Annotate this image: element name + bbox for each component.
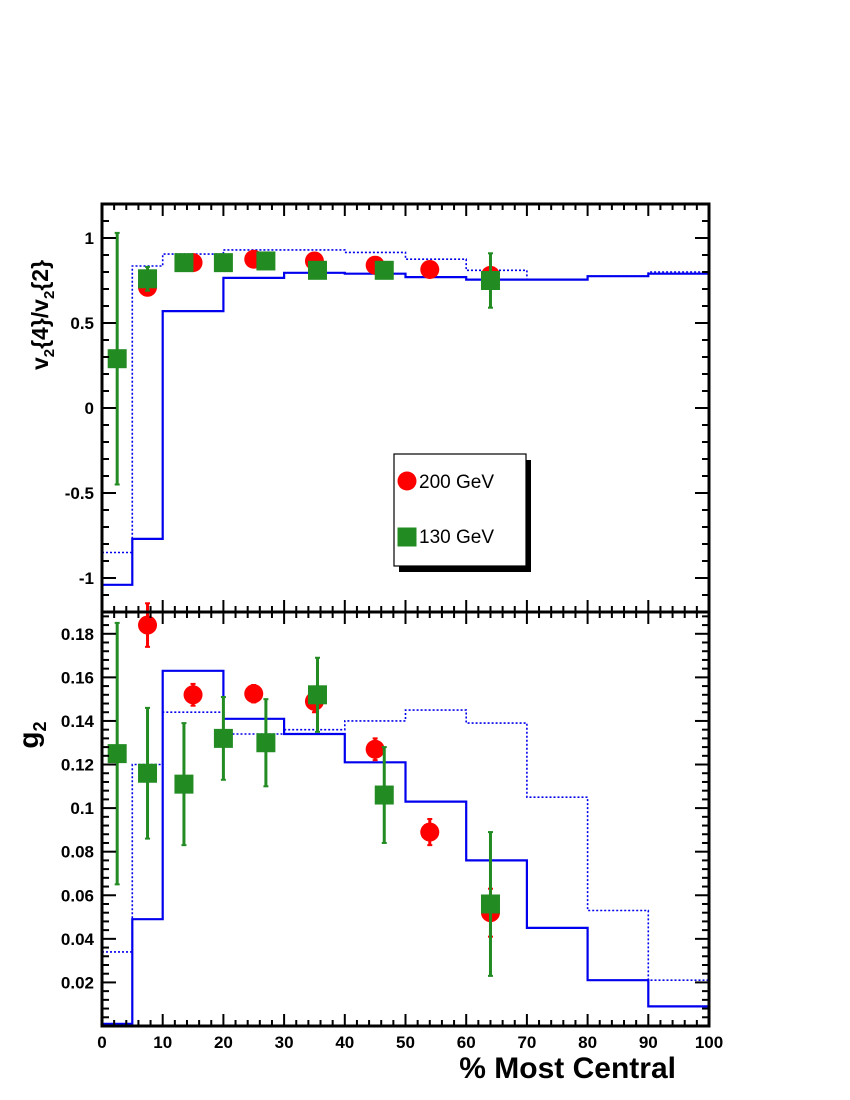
bottom-y-tick-label: 0.14 xyxy=(61,712,95,731)
x-tick-label: 80 xyxy=(578,1033,597,1052)
bottom-y-tick-label: 0.12 xyxy=(61,756,94,775)
top-point-130gev xyxy=(480,271,500,290)
x-tick-label: 100 xyxy=(695,1033,723,1052)
top-y-tick-label: -1 xyxy=(79,569,94,588)
bottom-point-130gev xyxy=(307,685,327,705)
top-point-130gev xyxy=(256,251,276,271)
bottom-point-130gev xyxy=(256,733,276,753)
bottom-y-tick-label: 0.18 xyxy=(61,625,94,644)
x-tick-label: 90 xyxy=(639,1033,658,1052)
top-y-tick-label: 0 xyxy=(85,399,94,418)
bottom-point-200gev xyxy=(244,684,264,704)
bottom-y-tick-label: 0.06 xyxy=(61,886,94,905)
top-model-curve-dotted xyxy=(102,249,709,554)
bottom-y-tick-label: 0.02 xyxy=(61,973,94,992)
top-point-130gev xyxy=(174,253,194,273)
bottom-point-200gev xyxy=(138,615,158,635)
bottom-y-tick-label: 0.1 xyxy=(70,799,94,818)
bottom-model-curve-solid xyxy=(102,669,709,1025)
bottom-model-curve-dotted xyxy=(102,709,709,981)
x-tick-label: 50 xyxy=(396,1033,415,1052)
bottom-y-tick-label: 0.16 xyxy=(61,668,94,687)
legend-box xyxy=(393,453,527,567)
top-point-200gev xyxy=(420,259,440,279)
top-y-axis-label: v2{4}/v2{2} xyxy=(27,260,58,370)
bottom-panel: 0.02 0.04 0.06 0.08 0.1 0.12 0.14 0.16 0.18 0 10 20… xyxy=(61,602,723,1052)
bottom-point-200gev xyxy=(365,739,385,759)
top-panel: -1 -0.5 0 0.5 1 xyxy=(65,202,711,614)
bottom-point-130gev xyxy=(138,763,158,783)
bottom-frame xyxy=(100,610,711,1028)
bottom-point-130gev xyxy=(213,728,233,748)
bottom-point-200gev xyxy=(183,685,203,705)
x-axis-label: % Most Central xyxy=(459,1052,676,1085)
legend-label-200gev: 200 GeV xyxy=(419,472,494,493)
bottom-point-130gev xyxy=(174,774,194,794)
x-tick-label: 0 xyxy=(97,1033,106,1052)
top-point-130gev xyxy=(138,269,158,289)
bottom-y-axis-label: g2 xyxy=(13,721,50,748)
top-point-130gev xyxy=(107,349,127,369)
bottom-point-200gev xyxy=(420,822,440,842)
bottom-point-130gev xyxy=(107,744,127,764)
legend-label-130gev: 130 GeV xyxy=(419,527,494,548)
bottom-y-tick-label: 0.04 xyxy=(61,930,95,949)
x-tick-label: 40 xyxy=(335,1033,354,1052)
top-point-130gev xyxy=(374,260,394,280)
bottom-point-130gev xyxy=(374,785,394,805)
top-y-tick-label: 0.5 xyxy=(70,314,94,333)
bottom-point-130gev xyxy=(480,894,500,914)
bottom-y-tick-label: 0.08 xyxy=(61,843,94,862)
top-point-130gev xyxy=(213,253,233,273)
x-tick-label: 70 xyxy=(517,1033,536,1052)
legend-marker-200gev xyxy=(397,471,417,491)
x-tick-label: 20 xyxy=(214,1033,233,1052)
top-y-tick-label: -0.5 xyxy=(65,484,94,503)
top-y-tick-label: 1 xyxy=(85,229,94,248)
x-tick-label: 30 xyxy=(275,1033,294,1052)
legend: 200 GeV 130 GeV xyxy=(393,453,531,572)
legend-marker-130gev xyxy=(397,527,417,547)
top-point-130gev xyxy=(307,260,327,280)
x-tick-label: 10 xyxy=(153,1033,172,1052)
x-tick-label: 60 xyxy=(457,1033,476,1052)
